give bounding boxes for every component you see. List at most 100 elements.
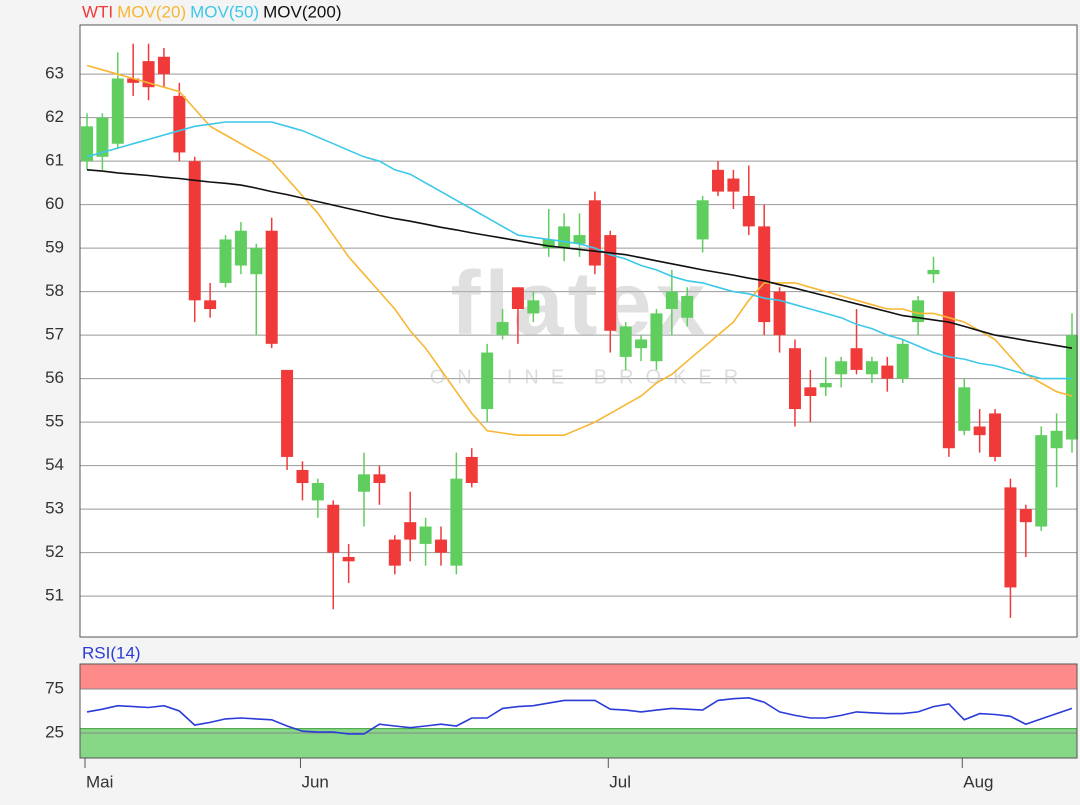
y-tick-label: 56 xyxy=(45,368,64,387)
candle-body xyxy=(588,200,601,266)
y-tick-label: 52 xyxy=(45,542,64,561)
candle-body xyxy=(311,483,324,501)
candle-body xyxy=(896,343,909,379)
candle-body xyxy=(573,235,586,244)
candle-body xyxy=(865,361,878,375)
y-tick-label: 51 xyxy=(45,586,64,605)
y-tick-label: 62 xyxy=(45,107,64,126)
candle-body xyxy=(819,382,832,388)
moving-average-line xyxy=(86,121,1072,380)
candle-body xyxy=(804,387,817,397)
candle-body xyxy=(558,226,571,249)
candle-body xyxy=(727,178,740,192)
y-tick-label: 61 xyxy=(45,151,64,170)
candle-body xyxy=(635,339,648,349)
main-plot-border xyxy=(79,24,1078,638)
y-tick-label: 60 xyxy=(45,194,64,213)
rsi-label: RSI(14) xyxy=(82,643,141,662)
candle-body xyxy=(927,269,940,275)
y-tick-label: 53 xyxy=(45,499,64,518)
candle-body xyxy=(758,226,771,323)
candle-body xyxy=(681,295,694,318)
candle-body xyxy=(157,56,170,75)
moving-average-line xyxy=(86,64,1073,436)
candle-body xyxy=(250,248,263,275)
candle-body xyxy=(942,291,955,449)
candle-body xyxy=(650,313,663,362)
candle-body xyxy=(450,478,463,566)
candle-body xyxy=(481,352,494,410)
main-plot-area xyxy=(80,25,1077,637)
candle-body xyxy=(96,117,109,157)
candle-body xyxy=(1004,487,1017,588)
y-tick-label: 25 xyxy=(45,722,64,741)
main-panel: 51 52 53 54 55 56 57 58 59 60 61 62 63 flatex ONLINE B… xyxy=(45,2,1078,618)
y-tick-label: 55 xyxy=(45,412,64,431)
x-tick-label: Jun xyxy=(301,772,328,791)
rsi-line xyxy=(86,696,1073,735)
candle-body xyxy=(989,413,1002,457)
candle-body xyxy=(342,556,355,562)
candle-body xyxy=(281,369,294,457)
candle-body xyxy=(604,235,617,331)
candle-body xyxy=(296,469,309,484)
candle-body xyxy=(373,474,386,484)
rsi-panel: 25 75 RSI(14) Mai Jun Jul Aug xyxy=(45,643,1078,791)
candle-body xyxy=(511,287,524,310)
candle-body xyxy=(619,326,632,357)
y-tick-label: 58 xyxy=(45,281,64,300)
candle-body xyxy=(696,200,709,240)
candle-body xyxy=(665,291,678,310)
x-tick-label: Aug xyxy=(963,772,993,791)
candle-body xyxy=(742,195,755,227)
candle-body xyxy=(1035,435,1048,527)
candle-body xyxy=(973,426,986,436)
candle-body xyxy=(219,239,232,283)
candle-body xyxy=(1066,335,1078,440)
moving-average-line xyxy=(86,169,1073,349)
candle-body xyxy=(850,348,863,370)
watermark-subtext: ONLINE BROKER xyxy=(430,366,750,388)
candle-body xyxy=(527,300,540,314)
candle-body xyxy=(881,365,894,379)
candle-body xyxy=(404,522,417,540)
candle-body xyxy=(111,78,124,144)
candle-body xyxy=(958,387,971,431)
candle-body xyxy=(542,239,555,249)
x-tick-label: Jul xyxy=(609,772,631,791)
watermark: flatex xyxy=(450,254,709,354)
candle-body xyxy=(204,300,217,310)
overbought-zone xyxy=(79,663,1078,690)
candle-body xyxy=(358,474,371,492)
candle-body xyxy=(712,169,725,192)
legend-entry: WTI xyxy=(82,2,113,21)
y-tick-label: 57 xyxy=(45,325,64,344)
candle-body xyxy=(496,322,509,336)
candle-body xyxy=(773,291,786,336)
candle-body xyxy=(265,230,278,344)
legend-entry: MOV(50) xyxy=(190,2,259,21)
y-tick-label: 75 xyxy=(45,678,64,697)
x-tick-label: Mai xyxy=(86,772,113,791)
y-tick-label: 59 xyxy=(45,238,64,257)
candle-body xyxy=(81,126,93,162)
candle-body xyxy=(465,456,478,484)
candle-body xyxy=(142,61,155,88)
y-tick-label: 54 xyxy=(45,455,64,474)
candle-body xyxy=(127,78,140,83)
candle-body xyxy=(788,348,801,410)
candle-body xyxy=(419,526,432,544)
candle-body xyxy=(835,361,848,375)
legend-entry: MOV(20) xyxy=(117,2,186,21)
legend-entry: MOV(200) xyxy=(263,2,341,21)
candle-body xyxy=(327,504,340,553)
candle-body xyxy=(234,230,247,266)
candle-body xyxy=(1019,509,1032,523)
y-tick-label: 63 xyxy=(45,64,64,83)
candle-body xyxy=(1050,430,1063,449)
rsi-plot-border xyxy=(79,663,1078,759)
candle-body xyxy=(173,95,186,153)
candle-body xyxy=(388,539,401,566)
